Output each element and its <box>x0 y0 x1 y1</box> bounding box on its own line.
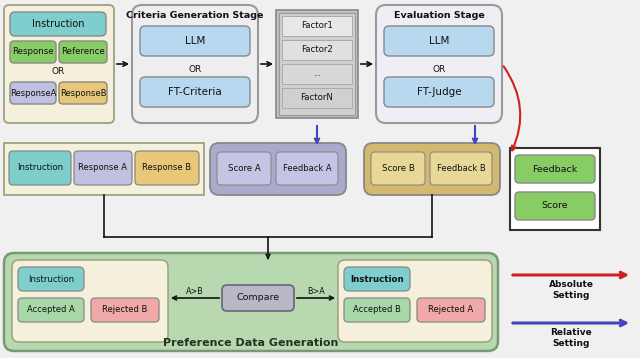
Text: Relative
Setting: Relative Setting <box>550 328 592 348</box>
Text: OR: OR <box>51 68 65 77</box>
Text: Factor2: Factor2 <box>301 45 333 54</box>
FancyBboxPatch shape <box>4 253 498 351</box>
FancyBboxPatch shape <box>371 152 425 185</box>
Text: Instruction: Instruction <box>32 19 84 29</box>
Text: FactorN: FactorN <box>301 93 333 102</box>
Text: Criteria Generation Stage: Criteria Generation Stage <box>126 11 264 20</box>
FancyBboxPatch shape <box>430 152 492 185</box>
FancyBboxPatch shape <box>91 298 159 322</box>
FancyBboxPatch shape <box>515 155 595 183</box>
FancyBboxPatch shape <box>338 260 492 342</box>
Text: LLM: LLM <box>429 36 449 46</box>
FancyBboxPatch shape <box>344 267 410 291</box>
FancyBboxPatch shape <box>217 152 271 185</box>
FancyBboxPatch shape <box>140 77 250 107</box>
Text: Instruction: Instruction <box>17 164 63 173</box>
Text: ResponseA: ResponseA <box>10 88 56 97</box>
Text: Instruction: Instruction <box>350 275 404 284</box>
Text: Score B: Score B <box>381 164 415 173</box>
FancyBboxPatch shape <box>135 151 199 185</box>
Text: FT-Criteria: FT-Criteria <box>168 87 222 97</box>
FancyBboxPatch shape <box>132 5 258 123</box>
Bar <box>4 143 204 195</box>
FancyBboxPatch shape <box>344 298 410 322</box>
FancyBboxPatch shape <box>384 26 494 56</box>
Bar <box>510 148 600 230</box>
Text: ResponseB: ResponseB <box>60 88 106 97</box>
FancyBboxPatch shape <box>10 41 56 63</box>
FancyBboxPatch shape <box>10 82 56 104</box>
FancyBboxPatch shape <box>74 151 132 185</box>
Text: Evaluation Stage: Evaluation Stage <box>394 11 484 20</box>
FancyBboxPatch shape <box>276 152 338 185</box>
Bar <box>282 40 352 60</box>
FancyBboxPatch shape <box>140 26 250 56</box>
Text: Accepted B: Accepted B <box>353 305 401 314</box>
Text: Reference: Reference <box>61 48 105 57</box>
FancyBboxPatch shape <box>384 77 494 107</box>
Text: Response B: Response B <box>143 164 191 173</box>
Bar <box>282 88 352 108</box>
Text: Instruction: Instruction <box>28 275 74 284</box>
Text: Score A: Score A <box>228 164 260 173</box>
Text: Feedback: Feedback <box>532 164 578 174</box>
FancyBboxPatch shape <box>364 143 500 195</box>
Text: Rejected A: Rejected A <box>428 305 474 314</box>
Text: ...: ... <box>313 69 321 78</box>
Text: B>A: B>A <box>307 286 325 295</box>
FancyBboxPatch shape <box>376 5 502 123</box>
FancyBboxPatch shape <box>59 41 107 63</box>
Text: Compare: Compare <box>236 294 280 303</box>
FancyBboxPatch shape <box>59 82 107 104</box>
Text: LLM: LLM <box>185 36 205 46</box>
Text: A>B: A>B <box>186 286 204 295</box>
Text: OR: OR <box>188 66 202 74</box>
Text: Accepted A: Accepted A <box>27 305 75 314</box>
FancyBboxPatch shape <box>9 151 71 185</box>
Bar <box>282 64 352 84</box>
Text: Preference Data Generation: Preference Data Generation <box>163 338 339 348</box>
Text: OR: OR <box>433 66 445 74</box>
FancyBboxPatch shape <box>18 267 84 291</box>
Text: Feedback A: Feedback A <box>283 164 332 173</box>
Bar <box>282 16 352 36</box>
FancyBboxPatch shape <box>18 298 84 322</box>
Text: FT-Judge: FT-Judge <box>417 87 461 97</box>
FancyBboxPatch shape <box>417 298 485 322</box>
Text: Score: Score <box>541 202 568 211</box>
FancyBboxPatch shape <box>12 260 168 342</box>
Text: Feedback B: Feedback B <box>436 164 485 173</box>
Bar <box>279 13 355 115</box>
Text: Response A: Response A <box>79 164 127 173</box>
FancyBboxPatch shape <box>10 12 106 36</box>
Text: Factor1: Factor1 <box>301 21 333 30</box>
Text: Absolute
Setting: Absolute Setting <box>548 280 593 300</box>
FancyBboxPatch shape <box>222 285 294 311</box>
Text: Rejected B: Rejected B <box>102 305 148 314</box>
FancyBboxPatch shape <box>515 192 595 220</box>
FancyBboxPatch shape <box>4 5 114 123</box>
Bar <box>276 10 358 118</box>
FancyBboxPatch shape <box>210 143 346 195</box>
Text: Response: Response <box>12 48 54 57</box>
